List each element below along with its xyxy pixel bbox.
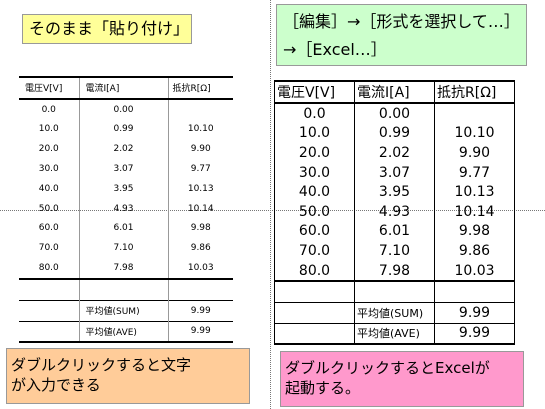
horizontal-guide-line [0,210,545,211]
table-row: 80.0 7.98 10.03 [19,258,233,279]
table-row: 60.0 6.01 9.98 [19,218,233,239]
excel-object-table[interactable]: 電圧V[V] 電流I[A] 抵抗R[Ω] 0.0 0.00 10.0 0.99 10.… [274,80,515,346]
vertical-guide-line [270,0,271,409]
table-summary-row: 平均値(SUM) 9.99 [19,299,233,322]
summary-label-sum: 平均値(SUM) [79,299,169,322]
table-header-row: 電圧V[V] 電流I[A] 抵抗R[Ω] [19,76,233,100]
table-blank-row [19,277,233,301]
header-voltage: 電圧V[V] [19,76,80,100]
table-row: 70.0 7.10 9.86 [274,241,515,261]
summary-value-ave: 9.99 [168,320,233,344]
header-current: 電流I[A] [79,76,169,100]
table-summary-row: 平均値(SUM) 9.99 [274,301,515,324]
menu-callout-line1: ［編集］→［形式を選択して…］ [283,12,520,31]
table-summary-row: 平均値(AVE) 9.99 [274,322,515,346]
table-blank-row [274,280,515,303]
menu-callout: ［編集］→［形式を選択して…］ →［Excel…］ [276,4,527,66]
header-resistance: 抵抗R[Ω] [434,80,515,104]
table-row: 50.0 4.93 10.14 [19,198,233,219]
header-resistance: 抵抗R[Ω] [168,76,233,100]
header-voltage: 電圧V[V] [274,80,355,104]
table-row: 60.0 6.01 9.98 [274,221,515,242]
header-current: 電流I[A] [354,80,435,104]
table-row: 20.0 2.02 9.90 [19,139,233,160]
text-edit-callout-line2: が入力できる [11,376,101,394]
summary-value-sum: 9.99 [434,301,515,324]
table-row: 40.0 3.95 10.13 [19,178,233,199]
table-row: 10.0 0.99 10.10 [19,119,233,140]
menu-callout-line2: →［Excel…］ [283,40,387,59]
table-header-row: 電圧V[V] 電流I[A] 抵抗R[Ω] [274,80,515,104]
pasted-table[interactable]: 電圧V[V] 電流I[A] 抵抗R[Ω] 0.0 0.00 10.0 0.99 10.… [19,76,233,344]
table-summary-row: 平均値(AVE) 9.99 [19,320,233,344]
table-row: 30.0 3.07 9.77 [19,159,233,179]
text-edit-callout-line1: ダブルクリックすると文字 [11,356,192,374]
table-row: 20.0 2.02 9.90 [274,143,515,163]
summary-label-ave: 平均値(AVE) [354,322,435,346]
table-row: 70.0 7.10 9.86 [19,238,233,259]
table-row: 30.0 3.07 9.77 [274,162,515,183]
excel-launch-callout: ダブルクリックするとExcelが 起動する。 [280,351,524,407]
table-row: 80.0 7.98 10.03 [274,260,515,282]
table-row: 0.0 0.00 [19,98,233,120]
table-row: 50.0 4.93 10.14 [274,201,515,222]
summary-label-ave: 平均値(AVE) [79,320,169,344]
table-row: 0.0 0.00 [274,103,515,124]
excel-launch-callout-line1: ダブルクリックするとExcelが [285,359,490,377]
summary-value-ave: 9.99 [434,322,515,346]
text-edit-callout: ダブルクリックすると文字 が入力できる [6,348,250,404]
summary-label-sum: 平均値(SUM) [354,301,435,324]
paste-callout-text: そのまま「貼り付け」 [29,19,190,38]
table-row: 40.0 3.95 10.13 [274,182,515,202]
paste-callout: そのまま「貼り付け」 [22,14,192,44]
summary-value-sum: 9.99 [168,299,233,322]
table-row: 10.0 0.99 10.10 [274,123,515,144]
excel-launch-callout-line2: 起動する。 [285,379,361,397]
